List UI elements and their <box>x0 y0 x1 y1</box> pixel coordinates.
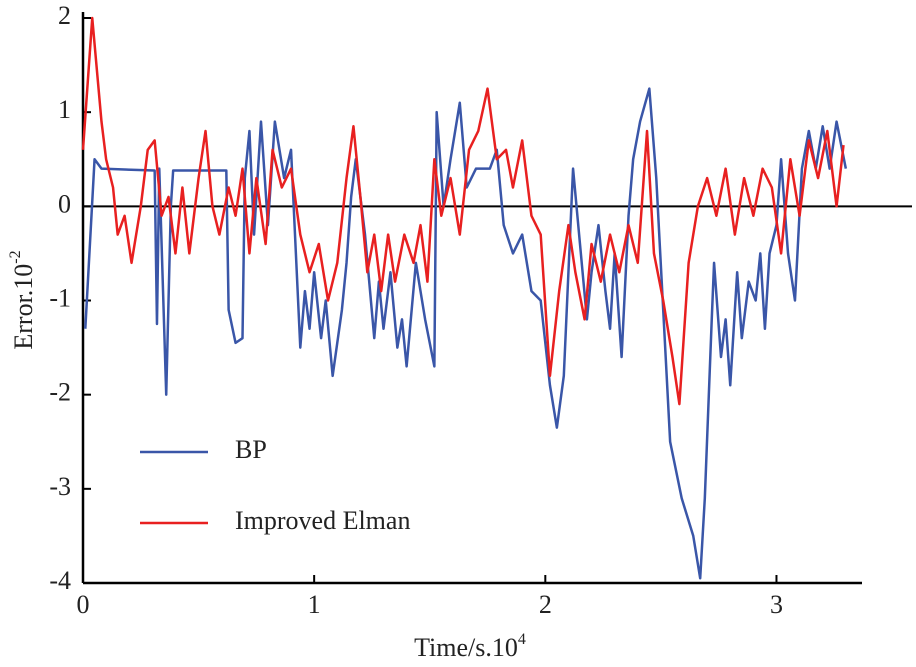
series-line <box>84 87 848 580</box>
x-axis-label-text: Time/s.10 <box>414 633 518 662</box>
y-tick-label: 2 <box>58 1 71 30</box>
y-tick-label: -1 <box>49 283 71 312</box>
y-tick-label: -3 <box>49 472 71 501</box>
y-tick-label: 1 <box>58 95 71 124</box>
x-tick-label: 3 <box>770 590 783 619</box>
y-axis-label: Error.10-2 <box>7 250 38 349</box>
y-tick-label: -4 <box>49 566 71 595</box>
legend-label: Improved Elman <box>235 506 410 535</box>
x-tick-label: 1 <box>308 590 321 619</box>
legend-label: BP <box>235 435 267 464</box>
y-axis-label-text: Error.10 <box>9 264 38 350</box>
x-axis-label-exponent: 4 <box>518 631 526 648</box>
x-axis-label: Time/s.104 <box>414 631 526 662</box>
y-axis-label-exponent: -2 <box>7 250 24 263</box>
x-tick-label: 0 <box>77 590 90 619</box>
series-line <box>81 16 845 406</box>
y-tick-label: 0 <box>58 189 71 218</box>
y-tick-label: -2 <box>49 378 71 407</box>
x-tick-label: 2 <box>539 590 552 619</box>
